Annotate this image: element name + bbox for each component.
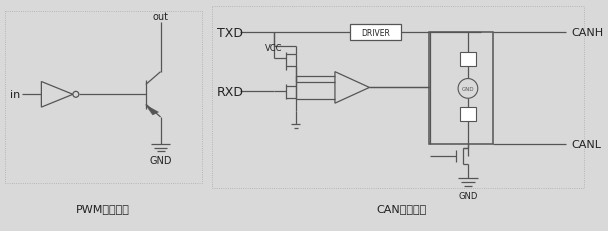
- Text: out: out: [153, 12, 168, 22]
- Bar: [212, 7, 584, 188]
- Text: PWM芯片结构: PWM芯片结构: [75, 203, 130, 213]
- Text: in: in: [10, 90, 20, 100]
- Text: CANH: CANH: [572, 28, 604, 38]
- Text: VCC: VCC: [265, 44, 283, 53]
- Text: CAN芯片结构: CAN芯片结构: [377, 203, 427, 213]
- Text: TXD: TXD: [216, 27, 243, 40]
- Bar: [5, 12, 202, 183]
- Text: RXD: RXD: [216, 85, 244, 98]
- Bar: [460, 108, 476, 121]
- Text: GND: GND: [458, 191, 478, 201]
- Text: GND: GND: [461, 87, 474, 91]
- Bar: [350, 25, 401, 41]
- Circle shape: [73, 92, 79, 98]
- Bar: [460, 53, 476, 67]
- Bar: [429, 33, 492, 144]
- Text: DRIVER: DRIVER: [361, 29, 390, 38]
- Text: GND: GND: [150, 156, 172, 166]
- Polygon shape: [146, 106, 159, 116]
- Text: CANL: CANL: [572, 139, 601, 149]
